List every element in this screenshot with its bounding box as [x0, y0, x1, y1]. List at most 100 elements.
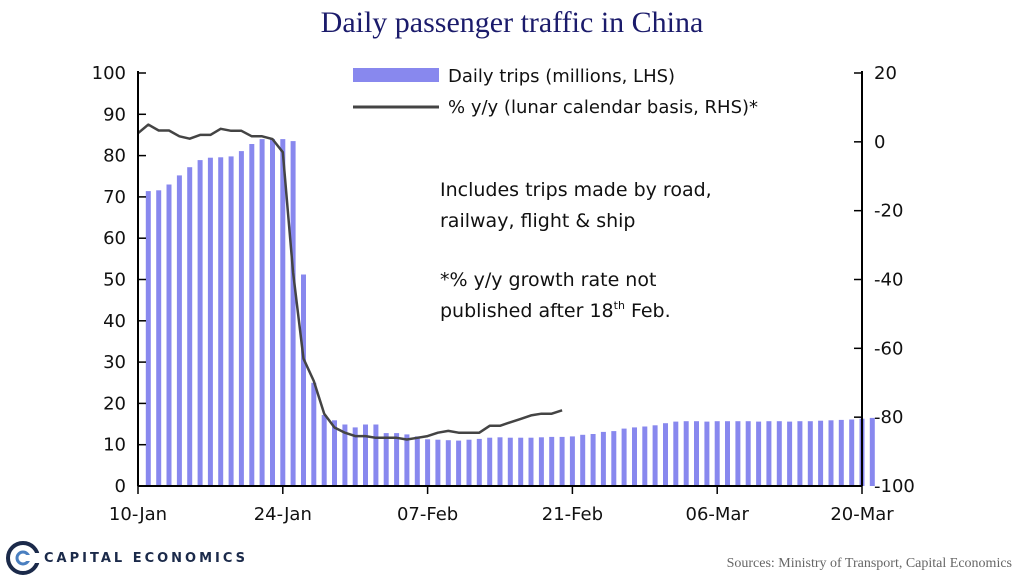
bar: [487, 437, 493, 486]
legend-bar-swatch: [353, 68, 439, 82]
bar: [828, 420, 834, 486]
chart-title: Daily passenger traffic in China: [320, 6, 704, 39]
bar: [507, 437, 513, 486]
x-tick-label: 07-Feb: [397, 504, 458, 525]
left-tick-label: 10: [103, 435, 126, 456]
bar: [404, 434, 410, 486]
right-tick-label: -20: [874, 201, 903, 222]
bar: [497, 437, 503, 486]
bar: [238, 151, 244, 486]
bar: [187, 167, 193, 486]
note-growth-line1: *% y/y growth rate not: [440, 269, 656, 291]
left-tick-label: 40: [103, 311, 126, 332]
right-tick-label: -60: [874, 338, 903, 359]
note-trips-line2: railway, flight & ship: [440, 210, 636, 232]
bar: [735, 421, 741, 486]
source-note: Sources: Ministry of Transport, Capital …: [726, 556, 1012, 571]
bar: [176, 175, 182, 486]
bar: [642, 426, 648, 486]
left-tick-label: 80: [103, 146, 126, 167]
bar: [714, 421, 720, 486]
note-growth-line2-post: Feb.: [625, 300, 671, 322]
bar: [600, 431, 606, 486]
right-tick-label: 0: [874, 132, 885, 153]
capital-economics-logo-icon: [6, 541, 40, 575]
left-tick-label: 50: [103, 270, 126, 291]
bar: [797, 421, 803, 486]
legend-bars-label: Daily trips (millions, LHS): [448, 66, 675, 87]
line-series-yoy: [137, 123, 563, 441]
legend: Daily trips (millions, LHS) % y/y (lunar…: [353, 66, 758, 118]
note-trips-line1: Includes trips made by road,: [440, 179, 712, 201]
bar: [663, 423, 668, 486]
bar: [745, 421, 751, 486]
bar: [818, 420, 824, 486]
bar: [301, 274, 306, 486]
bar: [704, 421, 710, 486]
bar: [611, 431, 617, 486]
left-tick-label: 100: [92, 63, 126, 84]
bar: [518, 437, 524, 486]
bar: [569, 436, 575, 486]
bar: [476, 438, 482, 486]
bar: [807, 421, 813, 486]
annotations: Includes trips made by road, railway, fl…: [440, 179, 712, 322]
right-tick-label: 20: [874, 63, 897, 84]
bar: [352, 427, 358, 486]
bar: [632, 427, 637, 486]
bar: [311, 382, 317, 487]
left-tick-label: 20: [103, 393, 126, 414]
bar: [280, 139, 286, 486]
bar: [373, 424, 379, 486]
bar: [869, 417, 875, 486]
bar: [756, 421, 762, 486]
bar: [466, 439, 472, 486]
bar: [673, 421, 679, 486]
bar: [559, 436, 565, 486]
bar: [414, 436, 420, 486]
bar: [290, 141, 296, 486]
bar: [228, 156, 234, 486]
bar: [321, 415, 327, 486]
note-growth-line2-pre: published after 18: [440, 300, 614, 322]
left-tick-label: 0: [115, 476, 126, 497]
right-tick-label: -100: [874, 476, 915, 497]
bar: [166, 184, 172, 486]
bar: [383, 433, 389, 486]
note-growth-sup: th: [614, 299, 625, 312]
x-tick-label: 21-Feb: [542, 504, 603, 525]
bar: [787, 421, 793, 486]
x-tick-label: 10-Jan: [109, 504, 167, 525]
right-tick-label: -80: [874, 407, 903, 428]
bar: [549, 436, 555, 486]
bar: [445, 440, 451, 486]
bar: [621, 428, 627, 486]
bar: [156, 190, 162, 487]
bar: [694, 421, 699, 486]
brand-logo: CAPITAL ECONOMICS: [6, 540, 248, 576]
bar: [394, 433, 400, 486]
bar: [342, 424, 348, 486]
bar: [425, 439, 431, 486]
bar: [590, 434, 596, 486]
x-tick-label: 20-Mar: [830, 504, 894, 525]
bar: [776, 421, 782, 486]
left-tick-label: 70: [103, 187, 126, 208]
bar: [207, 157, 213, 486]
axes: 0 10 20 30 40 50 60 70 80 90 100 -100 -80 -60 -40 -20 0 2…: [92, 63, 915, 525]
note-growth-line2: published after 18th Feb.: [440, 299, 671, 322]
bar: [652, 425, 658, 486]
bar: [363, 424, 368, 486]
bar: [838, 419, 844, 486]
x-tick-label: 06-Mar: [686, 504, 750, 525]
bar: [849, 419, 855, 486]
bar: [456, 440, 462, 486]
bar: [145, 191, 151, 486]
bar: [435, 439, 441, 486]
bar: [725, 421, 730, 486]
bar: [332, 420, 337, 486]
right-tick-label: -40: [874, 270, 903, 291]
bar: [259, 139, 265, 486]
left-tick-label: 60: [103, 228, 126, 249]
